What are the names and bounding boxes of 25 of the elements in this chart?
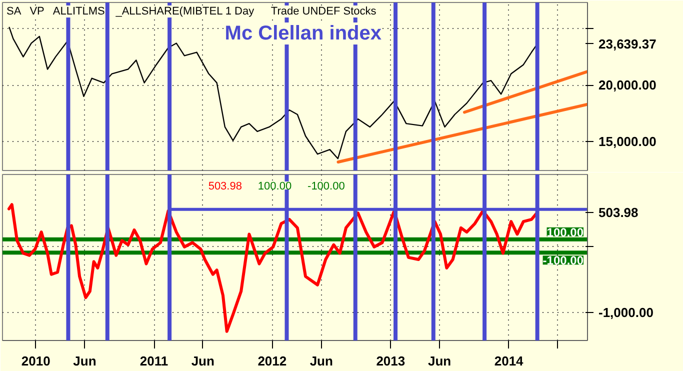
y-tick-label: 23,639.37 xyxy=(598,36,656,52)
annotation: SA xyxy=(6,6,22,18)
ref-line-label: 100.00 xyxy=(546,225,584,240)
annotation: Trade UNDEF Stocks xyxy=(270,6,377,18)
y-tick-label: -1,000.00 xyxy=(598,305,654,320)
text: Mc Clellan index xyxy=(224,22,382,44)
ref-line-label: -100.00 xyxy=(542,254,584,268)
annotation: _ALLSHARE(MIBTEL 1 Day xyxy=(114,6,255,18)
x-tick-label: Jun xyxy=(73,354,96,368)
x-tick-label: 2010 xyxy=(21,354,50,368)
x-tick-label: 2011 xyxy=(140,354,168,368)
annotation: 100.00 xyxy=(258,180,292,192)
x-tick-label: 2014 xyxy=(494,354,524,368)
x-tick-label: Jun xyxy=(428,354,452,368)
annotation: VP xyxy=(30,6,44,18)
annotation: ALLITLMS xyxy=(52,6,105,18)
y-tick-label: 15,000.00 xyxy=(598,134,656,150)
x-tick-label: Jun xyxy=(310,354,333,368)
annotation: -100.00 xyxy=(308,180,345,192)
x-tick-label: 2013 xyxy=(376,354,406,368)
x-tick-label: Jun xyxy=(191,354,215,368)
y-tick-label: 503.98 xyxy=(598,204,638,220)
annotation: 503.98 xyxy=(208,180,242,192)
x-tick-label: 2012 xyxy=(258,354,287,368)
y-tick-label: 20,000.00 xyxy=(598,78,656,93)
